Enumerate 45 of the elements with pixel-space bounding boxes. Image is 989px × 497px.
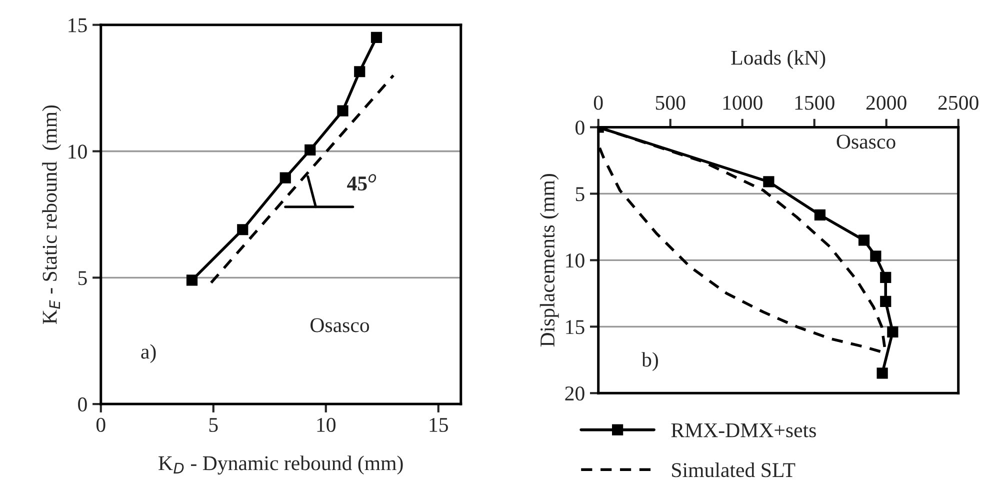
x-tick-label: 1500	[795, 96, 834, 110]
y-tick-label: 5	[78, 271, 87, 286]
point	[337, 105, 348, 116]
point	[186, 274, 198, 286]
point	[858, 234, 870, 246]
x-tick-label: 15	[430, 418, 448, 432]
y-axis-title: K$_{E}$ - Static rebound (mm)	[42, 105, 62, 324]
annotation: 45$^{o}$	[347, 174, 376, 191]
point	[304, 144, 316, 156]
y-tick-label: 0	[78, 397, 87, 412]
x-axis-title: Loads (kN)	[731, 50, 826, 70]
x-tick-label: 10	[317, 418, 336, 432]
annotation: a)	[141, 344, 156, 363]
point	[880, 296, 892, 307]
y-tick-label: 10	[68, 144, 87, 159]
x-tick-label: 0	[96, 418, 106, 432]
point	[763, 176, 774, 188]
x-tick-label: 1000	[723, 96, 762, 110]
x-tick-label: 2000	[866, 96, 906, 110]
y-tick-label: 5	[576, 187, 584, 202]
annotation: b)	[642, 352, 658, 371]
point	[814, 209, 826, 221]
point	[354, 66, 366, 78]
point	[280, 172, 291, 184]
y-tick-label: 15	[566, 320, 584, 334]
annotation: Osasco	[310, 318, 370, 332]
y-tick-label: 10	[566, 254, 584, 268]
point	[237, 224, 248, 236]
point	[870, 250, 882, 262]
annotation: Osasco	[836, 134, 896, 149]
y-tick-label: 20	[565, 386, 584, 401]
x-tick-label: 5	[209, 418, 218, 432]
point	[370, 32, 382, 44]
y-axis-title: Displacements (mm)	[540, 174, 559, 347]
legend-label: RMX-DMX+sets	[671, 423, 816, 438]
point	[887, 326, 898, 338]
y-tick-label: 15	[68, 18, 87, 32]
x-axis-title: K$_{D}$ - Dynamic rebound (mm)	[158, 456, 403, 475]
point	[880, 272, 892, 284]
x-tick-label: 2500	[938, 96, 978, 110]
legend-label: Simulated SLT	[672, 462, 796, 478]
point	[876, 368, 888, 379]
y-tick-label: 0	[576, 120, 584, 135]
x-tick-label: 0	[594, 96, 603, 110]
x-tick-label: 500	[656, 96, 686, 110]
